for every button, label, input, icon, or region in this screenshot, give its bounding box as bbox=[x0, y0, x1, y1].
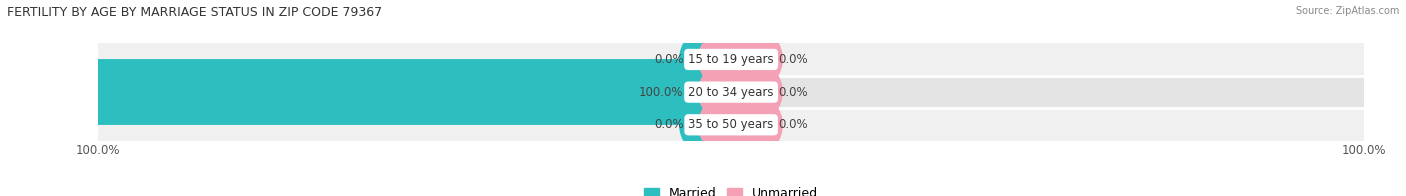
Text: FERTILITY BY AGE BY MARRIAGE STATUS IN ZIP CODE 79367: FERTILITY BY AGE BY MARRIAGE STATUS IN Z… bbox=[7, 6, 382, 19]
Text: 0.0%: 0.0% bbox=[654, 118, 683, 131]
Legend: Married, Unmarried: Married, Unmarried bbox=[640, 182, 823, 196]
Text: 0.0%: 0.0% bbox=[654, 53, 683, 66]
Text: 100.0%: 100.0% bbox=[640, 86, 683, 99]
Text: 15 to 19 years: 15 to 19 years bbox=[689, 53, 773, 66]
Text: 0.0%: 0.0% bbox=[779, 118, 808, 131]
Text: 35 to 50 years: 35 to 50 years bbox=[689, 118, 773, 131]
Bar bbox=[98, 108, 1364, 141]
Bar bbox=[98, 43, 1364, 76]
Text: Source: ZipAtlas.com: Source: ZipAtlas.com bbox=[1295, 6, 1399, 16]
Text: 20 to 34 years: 20 to 34 years bbox=[689, 86, 773, 99]
Text: 0.0%: 0.0% bbox=[779, 53, 808, 66]
Text: 0.0%: 0.0% bbox=[779, 86, 808, 99]
Bar bbox=[98, 76, 1364, 108]
